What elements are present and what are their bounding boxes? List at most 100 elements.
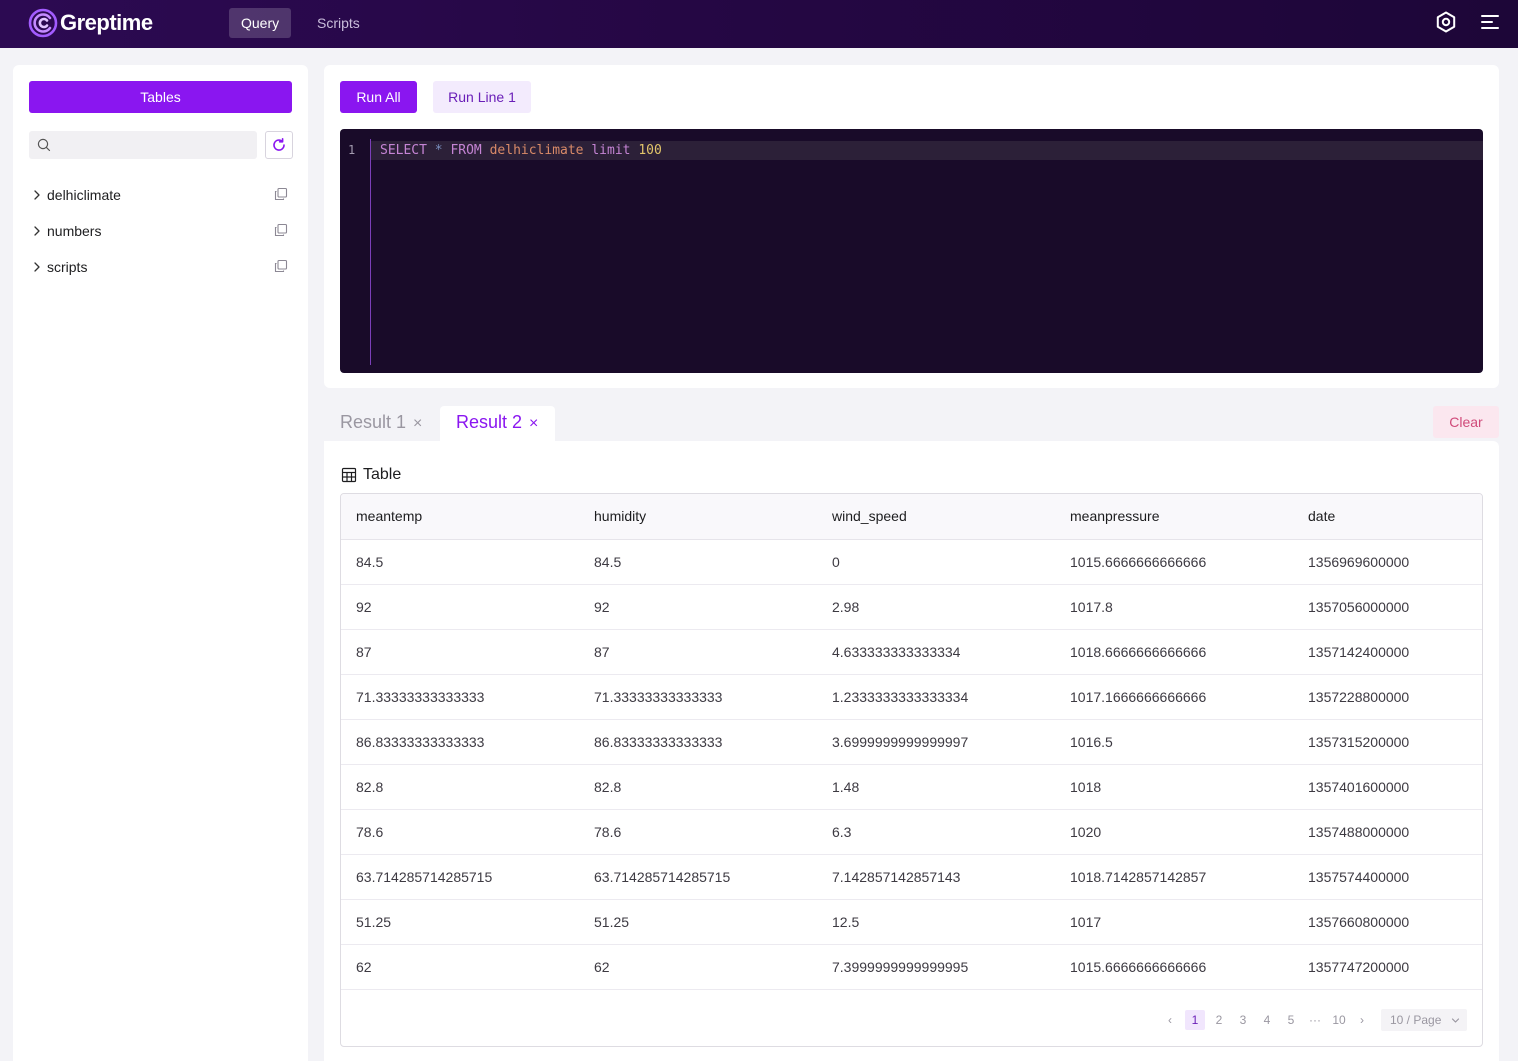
pagination-page-2[interactable]: 2 — [1215, 1013, 1223, 1027]
pagination-page-3[interactable]: 3 — [1239, 1013, 1247, 1027]
table-row: 63.714285714285715 63.714285714285715 7.14… — [341, 854, 1482, 900]
copy-icon[interactable] — [274, 187, 288, 201]
tree-item-label: numbers — [47, 223, 102, 239]
table-cell: 4.633333333333334 — [817, 629, 1055, 675]
close-icon[interactable]: × — [413, 415, 423, 432]
table-cell: 1017 — [1055, 899, 1293, 945]
pagination-ellipsis[interactable]: ··· — [1309, 1013, 1321, 1027]
table-cell: 12.5 — [817, 899, 1055, 945]
table-cell: 1.48 — [817, 764, 1055, 810]
table-cell: 1016.5 — [1055, 719, 1293, 765]
copy-icon[interactable] — [274, 259, 288, 273]
pagination-prev[interactable]: ‹ — [1168, 1013, 1172, 1027]
tree-item-delhiclimate[interactable]: delhiclimate — [29, 182, 292, 208]
column-header[interactable]: humidity — [579, 494, 817, 540]
column-header[interactable]: date — [1293, 494, 1482, 540]
table-cell: 63.714285714285715 — [341, 854, 579, 900]
query-editor-panel: Run All Run Line 1 1 SELECT * FROM delhi… — [324, 65, 1499, 388]
table-cell: 82.8 — [579, 764, 817, 810]
table-cell: 84.5 — [341, 539, 579, 585]
table-cell: 7.3999999999999995 — [817, 944, 1055, 990]
nav-tab-scripts[interactable]: Scripts — [317, 15, 360, 31]
greptime-logo-icon — [28, 8, 58, 38]
tree-item-label: delhiclimate — [47, 187, 121, 203]
column-header[interactable]: wind_speed — [817, 494, 1055, 540]
clear-button[interactable]: Clear — [1433, 406, 1499, 438]
table-cell: 0 — [817, 539, 1055, 585]
table-cell: 92 — [579, 584, 817, 630]
table-cell: 62 — [579, 944, 817, 990]
table-cell: 86.83333333333333 — [579, 719, 817, 765]
table-cell: 1017.1666666666666 — [1055, 674, 1293, 720]
code-editor[interactable]: 1 SELECT * FROM delhiclimate limit 100 — [340, 129, 1483, 373]
table-cell: 1018.7142857142857 — [1055, 854, 1293, 900]
sql-keyword: limit — [591, 143, 631, 158]
refresh-icon — [273, 138, 285, 151]
code-line[interactable]: SELECT * FROM delhiclimate limit 100 — [380, 143, 662, 158]
table-row: 87 87 4.633333333333334 1018.6666666666666 1… — [341, 629, 1482, 675]
table-cell: 1357488000000 — [1293, 809, 1482, 855]
table-cell: 92 — [341, 584, 579, 630]
table-cell: 6.3 — [817, 809, 1055, 855]
table-cell: 1015.6666666666666 — [1055, 539, 1293, 585]
table-icon — [341, 467, 357, 483]
tab-result-2[interactable]: Result 2 × — [440, 406, 555, 441]
tree-item-scripts[interactable]: scripts — [29, 254, 292, 280]
table-cell: 7.142857142857143 — [817, 854, 1055, 900]
menu-icon[interactable] — [1478, 10, 1502, 34]
table-cell: 87 — [579, 629, 817, 675]
close-icon[interactable]: × — [529, 415, 539, 432]
table-cell: 82.8 — [341, 764, 579, 810]
pagination-page-4[interactable]: 4 — [1263, 1013, 1271, 1027]
sidebar: Tables delhiclimate numbers scripts — [13, 65, 308, 1061]
pagination-next[interactable]: › — [1360, 1013, 1364, 1027]
run-line-button[interactable]: Run Line 1 — [433, 81, 531, 113]
result-view-title: Table — [341, 465, 401, 485]
settings-icon[interactable] — [1434, 10, 1458, 34]
page-size-select[interactable]: 10 / Page — [1381, 1009, 1467, 1031]
pagination-page-1[interactable]: 1 — [1185, 1010, 1205, 1030]
table-cell: 1015.6666666666666 — [1055, 944, 1293, 990]
tab-result-1[interactable]: Result 1 × — [324, 406, 440, 441]
sql-operator: * — [434, 143, 443, 158]
search-input[interactable] — [55, 131, 251, 159]
top-navbar: Greptime Query Scripts — [0, 0, 1518, 48]
result-view-label: Table — [363, 466, 402, 483]
tab-label: Result 2 — [456, 412, 523, 432]
table-cell: 71.33333333333333 — [579, 674, 817, 720]
logo[interactable]: Greptime — [28, 8, 153, 38]
table-cell: 1357142400000 — [1293, 629, 1482, 675]
pagination-page-5[interactable]: 5 — [1287, 1013, 1295, 1027]
table-search[interactable] — [29, 131, 257, 159]
copy-icon[interactable] — [274, 223, 288, 237]
refresh-button[interactable] — [265, 131, 293, 159]
table-cell: 78.6 — [341, 809, 579, 855]
table-cell: 62 — [341, 944, 579, 990]
column-header[interactable]: meanpressure — [1055, 494, 1293, 540]
table-row: 82.8 82.8 1.48 1018 1357401600000 — [341, 764, 1482, 810]
tab-label: Result 1 — [340, 412, 407, 432]
nav-tab-query[interactable]: Query — [229, 8, 292, 38]
table-cell: 87 — [341, 629, 579, 675]
search-icon — [37, 138, 51, 152]
line-number: 1 — [348, 143, 356, 157]
tables-button[interactable]: Tables — [29, 81, 292, 113]
result-panel: Table meantemp humidity wind_speed meanp… — [324, 441, 1499, 1061]
tree-item-label: scripts — [47, 259, 88, 275]
table-cell: 1.2333333333333334 — [817, 674, 1055, 720]
chevron-right-icon — [34, 262, 40, 272]
table-row: 71.33333333333333 71.33333333333333 1.2333… — [341, 674, 1482, 720]
tree-item-numbers[interactable]: numbers — [29, 218, 292, 244]
column-header[interactable]: meantemp — [341, 494, 579, 540]
run-all-button[interactable]: Run All — [340, 81, 417, 113]
data-table: meantemp humidity wind_speed meanpressur… — [341, 494, 1482, 990]
table-cell: 51.25 — [579, 899, 817, 945]
pagination-page-last[interactable]: 10 — [1332, 1013, 1346, 1027]
table-cell: 1357401600000 — [1293, 764, 1482, 810]
table-cell: 1357315200000 — [1293, 719, 1482, 765]
sql-number: 100 — [638, 143, 662, 158]
chevron-right-icon — [34, 226, 40, 236]
table-cell: 1018 — [1055, 764, 1293, 810]
table-cell: 1018.6666666666666 — [1055, 629, 1293, 675]
table-cell: 63.714285714285715 — [579, 854, 817, 900]
